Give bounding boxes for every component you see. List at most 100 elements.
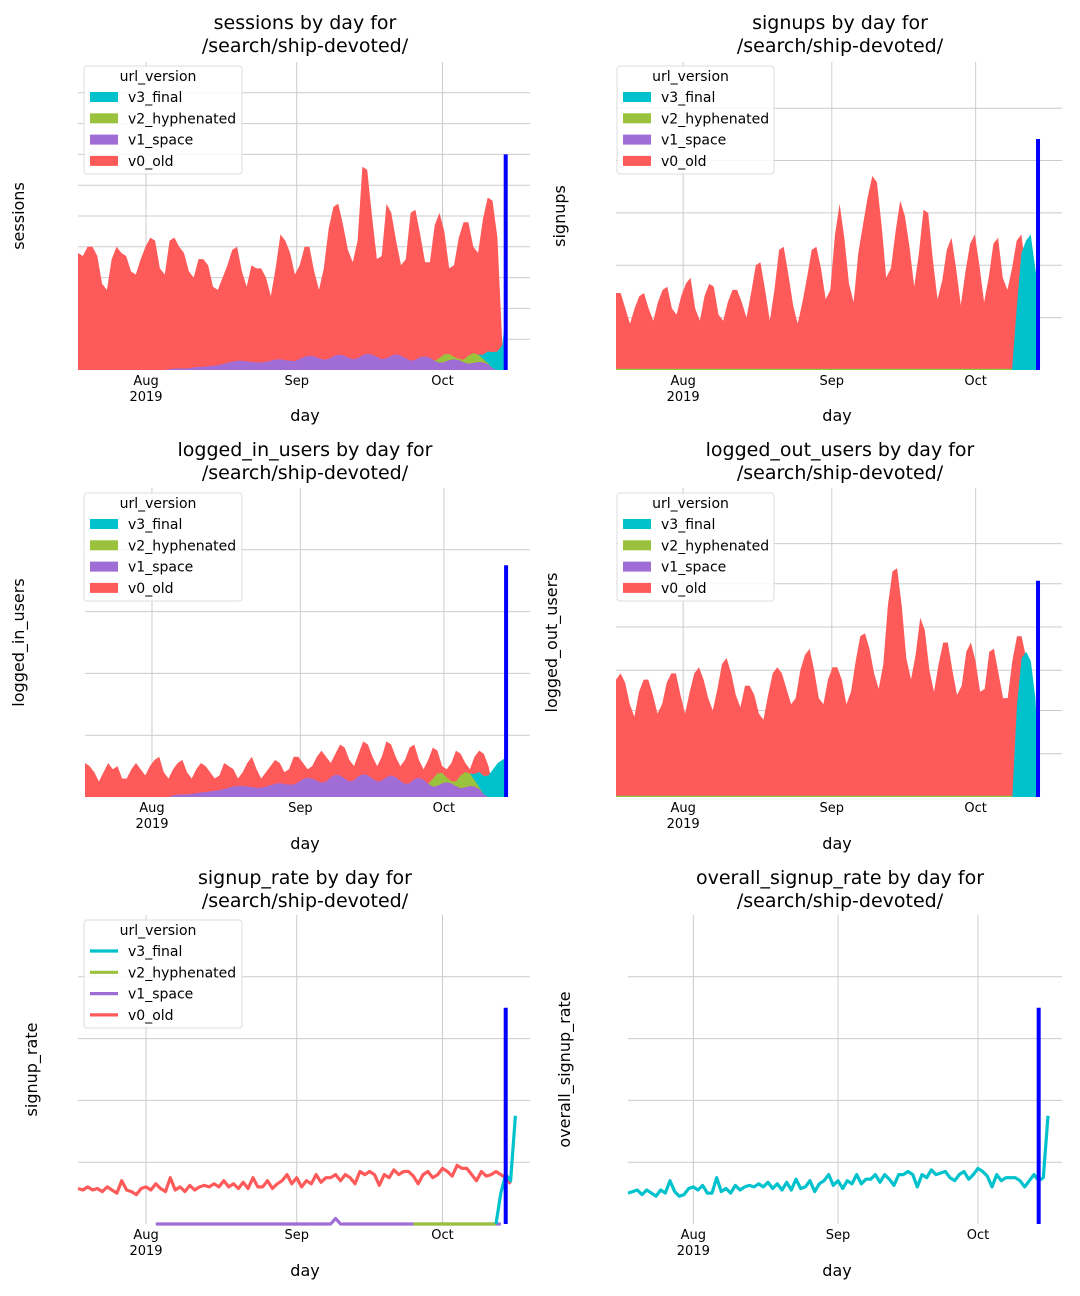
legend: url_version v3_final v2_hyphenated v1_space… — [616, 492, 775, 602]
legend-label-v3_final: v3_final — [661, 517, 715, 533]
y-axis-label: sessions — [9, 182, 28, 250]
legend-title: url_version — [120, 923, 197, 939]
chart-title: logged_in_users by day for — [178, 439, 433, 461]
x-tick-label: Sep — [284, 1228, 309, 1243]
x-axis-label: day — [822, 1261, 851, 1280]
x-axis-label: day — [822, 834, 851, 853]
chart-title: /search/ship-devoted/ — [202, 890, 409, 912]
legend-label-v0_old: v0_old — [128, 1008, 174, 1024]
y-axis-label: signups — [550, 185, 569, 247]
x-tick-label: Oct — [967, 1228, 989, 1243]
chart-title: overall_signup_rate by day for — [696, 867, 984, 889]
chart-title: /search/ship-devoted/ — [202, 35, 409, 57]
legend-label-v2_hyphenated: v2_hyphenated — [128, 965, 236, 981]
legend-label-v2_hyphenated: v2_hyphenated — [128, 538, 236, 554]
y-axis-label: logged_out_users — [542, 573, 562, 713]
x-axis-label: day — [290, 834, 319, 853]
legend-box — [83, 492, 243, 602]
legend: url_version v3_final v2_hyphenated v1_space… — [83, 919, 243, 1029]
legend-swatch-v3_final — [623, 519, 651, 529]
area-series-v2_hyphenated — [85, 772, 507, 797]
legend-label-v0_old: v0_old — [128, 154, 174, 170]
legend-label-v1_space: v1_space — [128, 133, 193, 149]
legend-swatch-v0_old — [623, 582, 651, 593]
legend: url_version v3_final v2_hyphenated v1_space… — [616, 65, 775, 175]
x-tick-year: 2019 — [135, 817, 168, 832]
legend-swatch-v2_hyphenated — [90, 540, 118, 551]
legend-swatch-v1_space — [90, 561, 118, 572]
legend-swatch-v3_final — [623, 92, 651, 102]
legend-swatch-v2_hyphenated — [623, 113, 651, 124]
legend-label-v1_space: v1_space — [128, 987, 193, 1003]
chart-title: logged_out_users by day for — [706, 439, 975, 461]
legend-swatch-v1_space — [623, 134, 651, 145]
x-axis-label: day — [290, 1261, 319, 1280]
x-axis-label: day — [822, 406, 851, 425]
legend-label-v0_old: v0_old — [661, 581, 707, 597]
legend-swatch-v1_space — [623, 561, 651, 572]
x-tick-label: Oct — [964, 374, 986, 389]
x-tick-label: Oct — [431, 1228, 453, 1243]
legend-label-v2_hyphenated: v2_hyphenated — [128, 111, 236, 127]
legend-label-v3_final: v3_final — [128, 944, 182, 960]
legend-swatch-v2_hyphenated — [623, 540, 651, 551]
legend-label-v1_space: v1_space — [661, 133, 726, 149]
legend-swatch-v0_old — [90, 155, 118, 166]
area-series-v0_old — [78, 166, 507, 370]
x-tick-year: 2019 — [667, 817, 700, 832]
y-axis-label: signup_rate — [22, 1023, 42, 1117]
line-series-v0_old — [77, 1163, 512, 1197]
x-tick-label: Sep — [826, 1228, 851, 1243]
legend: url_version v3_final v2_hyphenated v1_space… — [83, 492, 243, 602]
legend-box — [616, 492, 775, 602]
x-tick-label: Aug — [681, 1228, 706, 1243]
x-tick-year: 2019 — [129, 1244, 162, 1259]
x-tick-label: Sep — [284, 374, 309, 389]
legend-box — [83, 919, 243, 1029]
legend-label-v1_space: v1_space — [661, 560, 726, 576]
y-axis-label: overall_signup_rate — [555, 991, 575, 1147]
x-tick-year: 2019 — [129, 390, 162, 405]
area-series-v1_space — [78, 353, 507, 370]
legend: url_version v3_final v2_hyphenated v1_space… — [83, 65, 243, 175]
legend-title: url_version — [120, 69, 197, 85]
area-series-v0_old — [616, 176, 1040, 370]
x-tick-year: 2019 — [667, 390, 700, 405]
x-tick-year: 2019 — [677, 1244, 710, 1259]
legend-box — [616, 65, 775, 175]
legend-box — [83, 65, 243, 175]
legend-label-v2_hyphenated: v2_hyphenated — [661, 538, 769, 554]
chart-title: sessions by day for — [214, 12, 397, 34]
chart-title: signups by day for — [752, 12, 928, 34]
legend-label-v3_final: v3_final — [128, 90, 182, 106]
chart-title: /search/ship-devoted/ — [737, 890, 944, 912]
legend-title: url_version — [120, 496, 197, 512]
legend-title: url_version — [652, 496, 729, 512]
legend-label-v0_old: v0_old — [661, 154, 707, 170]
x-tick-label: Aug — [670, 374, 695, 389]
legend-swatch-v0_old — [90, 582, 118, 593]
x-tick-label: Sep — [820, 374, 845, 389]
legend-swatch-v2_hyphenated — [90, 113, 118, 124]
legend-swatch-v0_old — [623, 155, 651, 166]
x-tick-label: Aug — [670, 801, 695, 816]
x-tick-label: Oct — [964, 801, 986, 816]
legend-label-v2_hyphenated: v2_hyphenated — [661, 111, 769, 127]
x-tick-label: Aug — [133, 374, 158, 389]
chart-title: /search/ship-devoted/ — [737, 35, 944, 57]
legend-swatch-v3_final — [90, 519, 118, 529]
y-axis-label: logged_in_users — [9, 578, 29, 706]
x-tick-label: Sep — [820, 801, 845, 816]
legend-label-v3_final: v3_final — [661, 90, 715, 106]
area-series-v1_space — [85, 774, 507, 797]
chart-title: /search/ship-devoted/ — [737, 462, 944, 484]
legend-swatch-v3_final — [90, 92, 118, 102]
legend-label-v3_final: v3_final — [128, 517, 182, 533]
